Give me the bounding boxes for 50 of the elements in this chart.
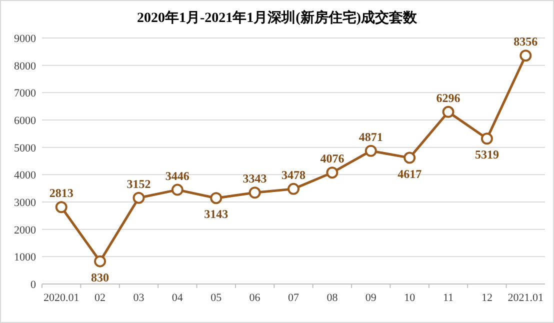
y-tick-label: 9000 [14, 33, 36, 45]
point [94, 255, 106, 268]
point [480, 132, 493, 145]
data-label: 5319 [474, 148, 499, 162]
data-label: 3152 [126, 176, 151, 191]
data-label: 3143 [204, 207, 228, 222]
x-tick-label: 07 [288, 292, 300, 304]
x-tick-label: 05 [210, 292, 222, 304]
point [210, 192, 222, 204]
data-label: 8356 [514, 34, 538, 49]
point [442, 106, 454, 118]
data-label: 2813 [49, 186, 74, 200]
point [171, 184, 184, 196]
x-tick-label: 03 [133, 292, 145, 304]
data-label: 6296 [436, 90, 460, 105]
x-tick-label: 11 [442, 292, 454, 304]
data-label: 3343 [242, 172, 267, 186]
y-tick-label: 3000 [14, 197, 36, 209]
point [326, 166, 338, 179]
point [404, 152, 416, 164]
point [288, 182, 300, 195]
point [248, 186, 261, 199]
x-tick-label: 2020.01 [43, 292, 80, 304]
data-label: 830 [91, 270, 110, 284]
x-tick-label: 12 [481, 292, 492, 304]
data-label: 4617 [398, 166, 422, 181]
data-label: 4076 [320, 152, 344, 166]
y-tick-label: 2000 [14, 224, 36, 236]
y-tick-label: 8000 [14, 60, 36, 72]
point [55, 201, 68, 214]
y-tick-label: 4000 [14, 170, 36, 182]
y-tick-label: 1000 [14, 252, 36, 264]
x-tick-label: 02 [94, 292, 106, 304]
x-tick-label: 06 [249, 292, 261, 304]
chart-title: 2020年1月-2021年1月深圳(新房住宅)成交套数 [137, 9, 418, 26]
x-tick-label: 09 [365, 292, 377, 304]
x-tick-label: 04 [172, 292, 184, 304]
data-label: 3478 [282, 168, 306, 182]
point [364, 144, 377, 157]
data-label: 4871 [358, 130, 383, 144]
y-tick-label: 5000 [14, 142, 36, 154]
x-tick-label: 10 [404, 292, 416, 304]
y-tick-label: 6000 [14, 115, 36, 127]
data-label: 3446 [165, 168, 190, 183]
y-tick-label: 0 [30, 279, 36, 291]
point [132, 192, 145, 204]
x-tick-label: 2021.01 [508, 292, 544, 304]
y-tick-label: 7000 [14, 88, 36, 100]
point [520, 50, 532, 62]
x-tick-label: 08 [326, 292, 338, 304]
